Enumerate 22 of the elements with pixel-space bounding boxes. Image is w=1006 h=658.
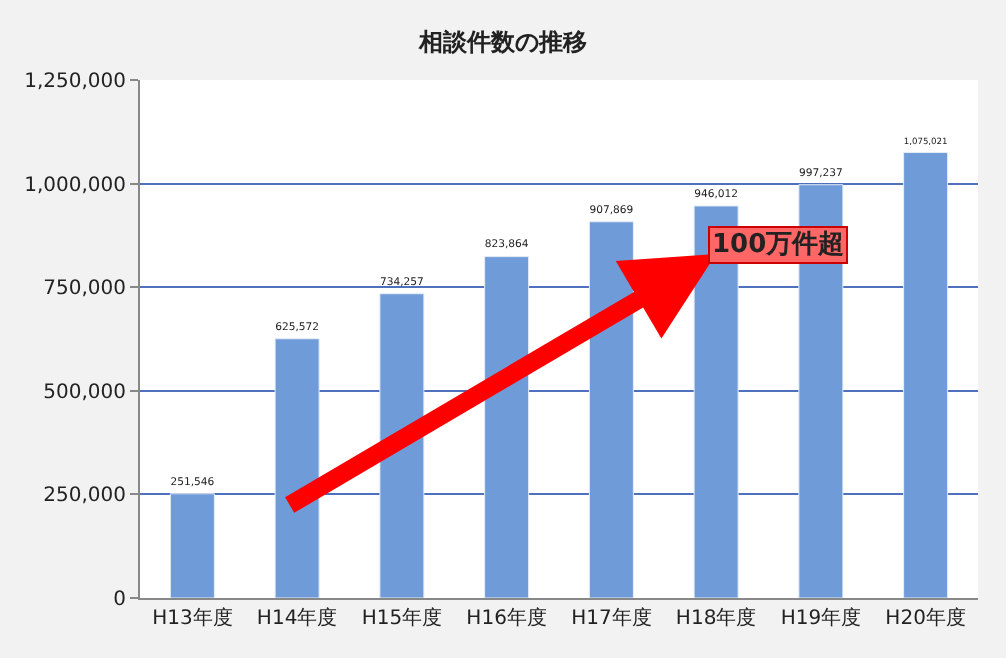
x-tick-label: H18年度 [675, 606, 757, 630]
x-tick-label: H13年度 [152, 606, 233, 630]
y-tick-label: 0 [113, 589, 126, 611]
x-tick-label: H16年度 [466, 606, 547, 630]
bar [169, 493, 215, 598]
y-tick-label: 1,250,000 [24, 71, 126, 93]
bar [379, 293, 425, 598]
x-tick-label: H19年度 [780, 606, 862, 630]
y-tick-label: 250,000 [43, 485, 126, 508]
y-tick-label: 500,000 [43, 381, 126, 404]
x-tick-label: H20年度 [885, 606, 966, 630]
y-tick-label: 1,000,000 [24, 174, 126, 197]
bar [274, 338, 320, 598]
y-tick-label: 750,000 [43, 278, 126, 301]
annotation: 100万件超 [712, 230, 845, 260]
bar [903, 152, 949, 598]
x-tick-label: H14年度 [256, 606, 338, 630]
chart-title: 相談件数の推移 [417, 27, 587, 56]
x-tick-label: H17年度 [571, 606, 652, 630]
bar [588, 221, 634, 598]
bar [484, 256, 530, 598]
x-tick-label: H15年度 [361, 606, 443, 630]
